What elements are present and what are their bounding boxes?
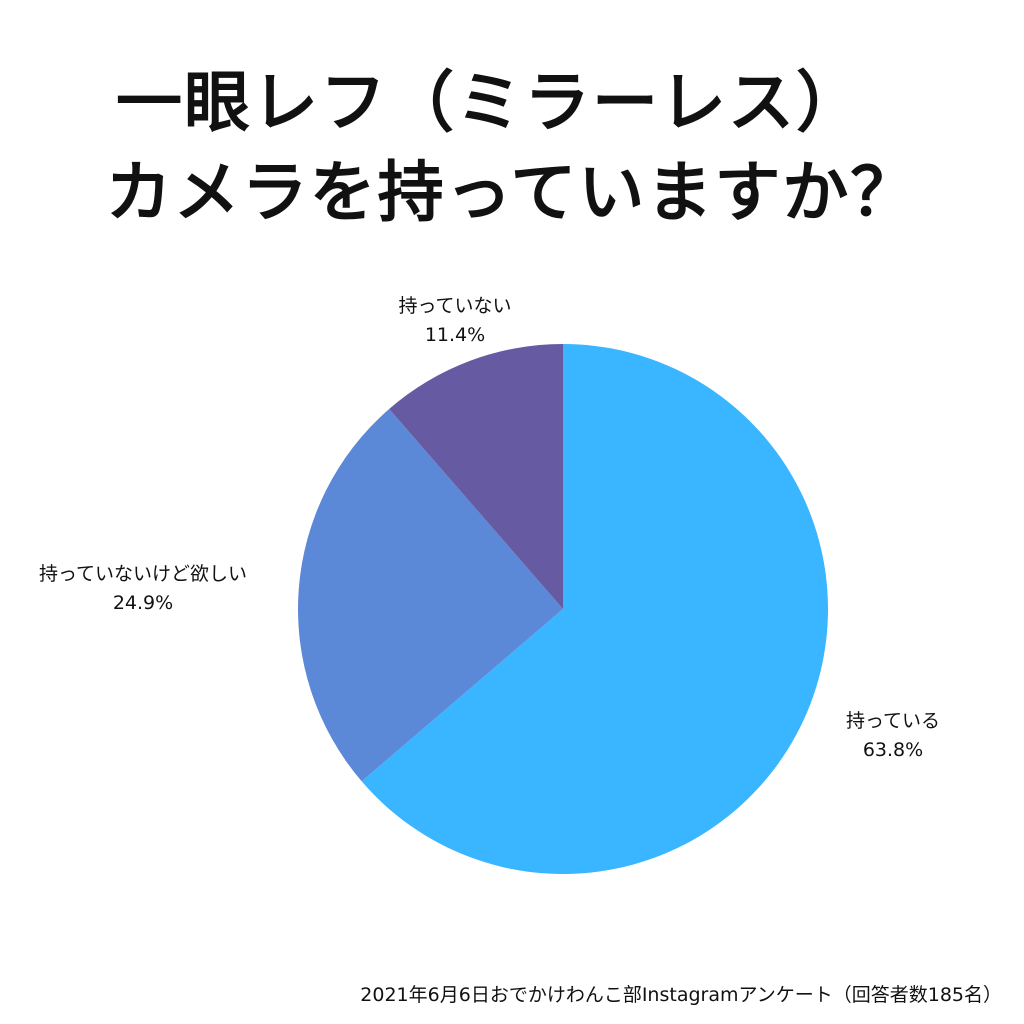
pie-slice-3 bbox=[389, 344, 563, 609]
pie-slice-1 bbox=[361, 344, 828, 874]
survey-footnote: 2021年6月6日おでかけわんこ部Instagramアンケート（回答者数185名… bbox=[360, 984, 1002, 1006]
slice-label-1: 持っている bbox=[846, 710, 940, 732]
slice-label-2: 持っていないけど欲しい bbox=[39, 563, 247, 585]
pie-slices bbox=[298, 344, 828, 874]
chart-title-line-2: カメラを持っていますか？ bbox=[105, 154, 919, 231]
pie-slice-2 bbox=[298, 408, 563, 782]
pie-labels: 持っている 63.8% 持っていないけど欲しい 24.9% 持っていない 11.4% bbox=[39, 295, 940, 761]
slice-value-label-1: 63.8% bbox=[863, 739, 923, 761]
slice-value-label-2: 24.9% bbox=[113, 592, 173, 614]
slice-label-3: 持っていない bbox=[398, 295, 511, 317]
slice-value-label-3: 11.4% bbox=[425, 324, 485, 346]
chart-title-line-1: 一眼レフ（ミラーレス） bbox=[116, 64, 864, 141]
